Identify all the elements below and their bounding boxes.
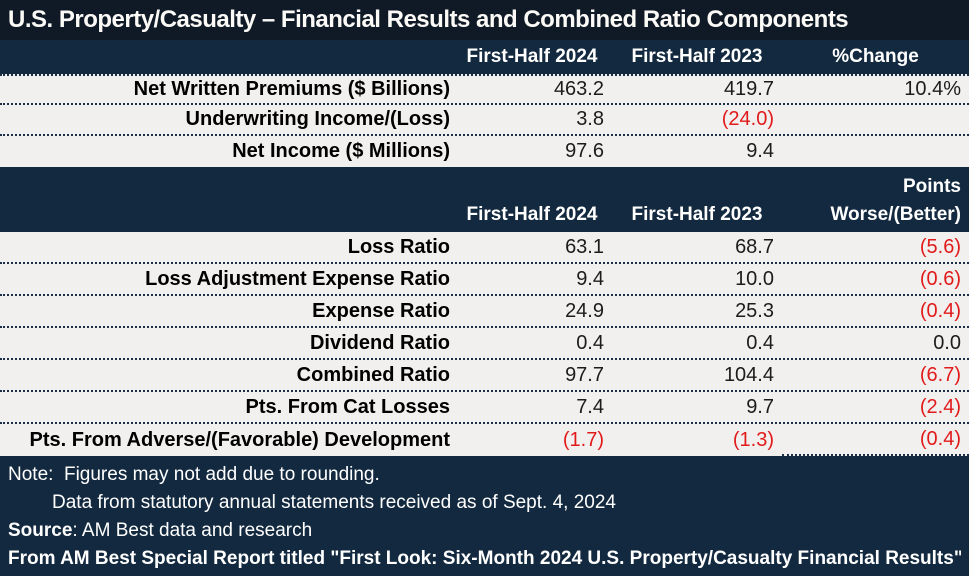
table-row: Loss Adjustment Expense Ratio 9.4 10.0 (0.6… [0,264,969,296]
value-cell: (0.4) [919,299,961,322]
value-cell: 9.4 [746,140,774,162]
value-cell: (1.3) [732,428,774,451]
note-line-1: Note: Figures may not add due to roundin… [8,464,380,485]
table-title: U.S. Property/Casualty – Financial Resul… [0,0,969,40]
value-cell: 97.7 [565,363,604,386]
table-row: Net Written Premiums ($ Billions) 463.2 41… [0,74,969,105]
column-header-first-half-2024: First-Half 2024 [466,204,598,225]
row-label: Combined Ratio [296,363,450,386]
table-row: Dividend Ratio 0.4 0.4 0.0 [0,328,969,360]
value-cell: 10.4% [904,78,961,100]
value-cell: 9.4 [576,267,604,290]
column-header-first-half-2023: First-Half 2023 [631,204,763,225]
source-line: Source: AM Best data and research [8,517,961,545]
note-line-2: Data from statutory annual statements re… [52,492,616,513]
column-header-first-half-2024: First-Half 2024 [466,46,598,67]
value-cell: 0.4 [746,331,774,354]
value-cell: 0.4 [576,331,604,354]
row-label: Loss Adjustment Expense Ratio [145,267,450,290]
value-cell: (5.6) [919,235,961,258]
value-cell: (1.7) [562,428,604,451]
table1-body: Net Written Premiums ($ Billions) 463.2 41… [0,74,969,167]
value-cell: 97.6 [565,140,604,162]
table-row: Pts. From Cat Losses 7.4 9.7 (2.4) [0,392,969,424]
value-cell [782,105,969,134]
value-cell: 24.9 [565,299,604,322]
value-cell: 10.0 [735,267,774,290]
value-cell: 463.2 [553,78,604,100]
row-label: Underwriting Income/(Loss) [185,108,450,130]
table-row: Loss Ratio 63.1 68.7 (5.6) [0,232,969,264]
value-cell: 104.4 [723,363,774,386]
table1-header-row: First-Half 2024 First-Half 2023 %Change [0,40,969,74]
table-row: Pts. From Adverse/(Favorable) Developmen… [0,424,969,456]
row-label: Pts. From Adverse/(Favorable) Developmen… [29,428,451,451]
column-header-worse-better: Worse/(Better) [830,204,961,225]
column-header-points: Points [902,176,961,197]
row-label: Net Income ($ Millions) [232,140,450,162]
row-label: Loss Ratio [347,235,450,258]
column-header-pct-change: %Change [832,46,919,67]
row-label: Expense Ratio [312,299,450,322]
value-cell: (24.0) [721,108,774,130]
row-label: Dividend Ratio [309,331,450,354]
source-text: : AM Best data and research [72,520,313,541]
value-cell: 25.3 [735,299,774,322]
value-cell: 68.7 [735,235,774,258]
table2-body: Loss Ratio 63.1 68.7 (5.6) Loss Adjustment E… [0,232,969,456]
value-cell: (0.4) [782,424,969,456]
row-label: Pts. From Cat Losses [245,395,450,418]
source-label: Source [8,520,73,541]
value-cell: (2.4) [919,395,961,418]
value-cell: 0.0 [933,331,961,354]
table-row: Expense Ratio 24.9 25.3 (0.4) [0,296,969,328]
value-cell: 63.1 [565,235,604,258]
table-row: Underwriting Income/(Loss) 3.8 (24.0) [0,105,969,136]
column-header-first-half-2023: First-Half 2023 [631,46,763,67]
table-row: Net Income ($ Millions) 97.6 9.4 [0,136,969,167]
value-cell [782,136,969,167]
value-cell: (6.7) [919,363,961,386]
value-cell: 9.7 [746,395,774,418]
value-cell: 3.8 [576,108,604,130]
value-cell: (0.6) [919,267,961,290]
value-cell: 7.4 [576,395,604,418]
footnotes: Note: Figures may not add due to roundin… [0,456,969,576]
table2-header-row: Points First-Half 2024 First-Half 2023 W… [0,167,969,232]
report-title-line: From AM Best Special Report titled "Firs… [8,548,961,569]
row-label: Net Written Premiums ($ Billions) [133,78,450,100]
value-cell: 419.7 [723,78,774,100]
table-row: Combined Ratio 97.7 104.4 (6.7) [0,360,969,392]
